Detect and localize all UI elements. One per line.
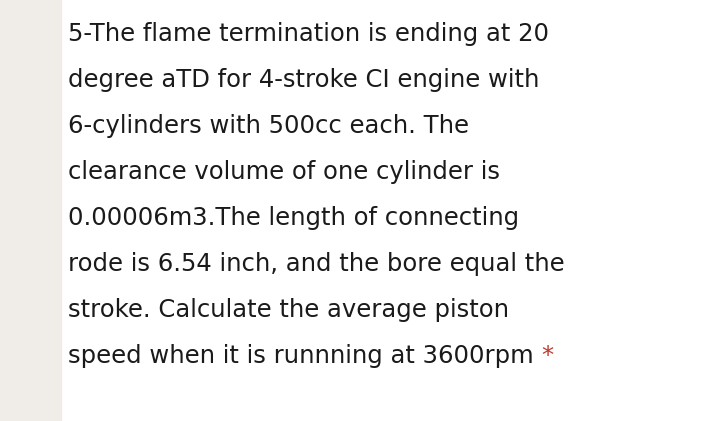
- Text: speed when it is runnning at 3600rpm: speed when it is runnning at 3600rpm: [68, 344, 541, 368]
- Text: 5-The flame termination is ending at 20: 5-The flame termination is ending at 20: [68, 22, 549, 46]
- Text: 0.00006m3.The length of connecting: 0.00006m3.The length of connecting: [68, 206, 519, 230]
- Text: stroke. Calculate the average piston: stroke. Calculate the average piston: [68, 298, 509, 322]
- Text: 6-cylinders with 500cc each. The: 6-cylinders with 500cc each. The: [68, 114, 469, 138]
- Text: degree aTD for 4-stroke CI engine with: degree aTD for 4-stroke CI engine with: [68, 68, 539, 92]
- Text: rode is 6.54 inch, and the bore equal the: rode is 6.54 inch, and the bore equal th…: [68, 252, 564, 276]
- Text: clearance volume of one cylinder is: clearance volume of one cylinder is: [68, 160, 500, 184]
- Text: *: *: [541, 344, 554, 368]
